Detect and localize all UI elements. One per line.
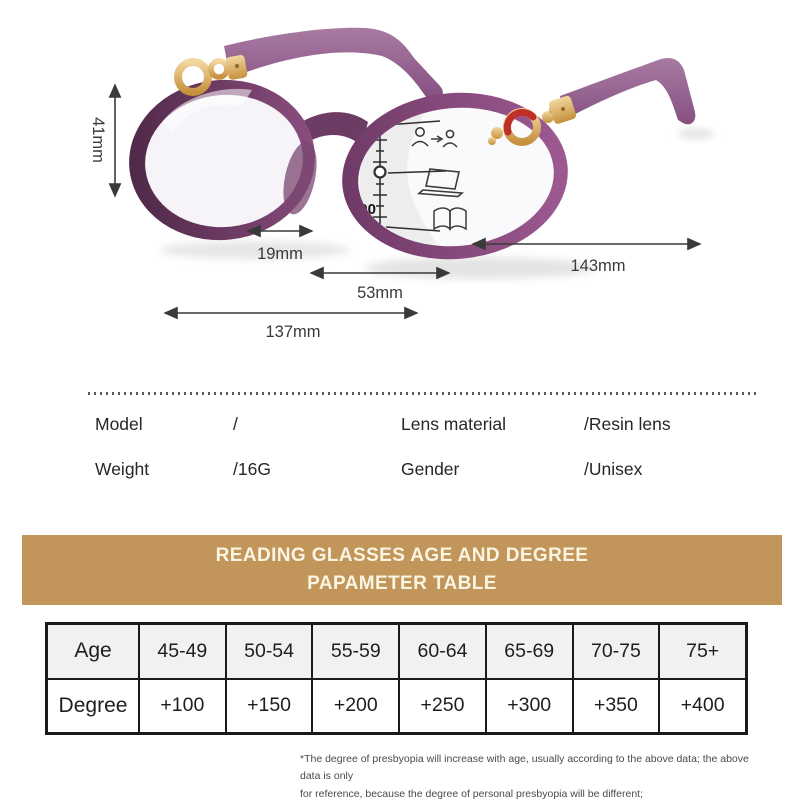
lens-width-label: 53mm [357, 284, 403, 302]
right-temple [560, 58, 696, 125]
spec-list: Model / Lens material /Resin lens Weight… [95, 414, 745, 480]
degree-cell: +350 [573, 679, 659, 732]
banner-title-line1: READING GLASSES AGE AND DEGREE [215, 544, 589, 566]
lens-height-label: 41mm [89, 117, 107, 163]
laptop-icon [417, 168, 464, 198]
degree-cell: +300 [486, 679, 572, 732]
lens-material-value: /Resin lens [584, 414, 671, 434]
red-enamel-ring [503, 109, 537, 136]
glasses-photo: 100 [89, 27, 714, 341]
weight-value: /16G [233, 459, 271, 479]
degree-cell: +150 [226, 679, 312, 732]
footnote: *The degree of presbyopia will increase … [300, 751, 770, 800]
degree-cell: +100 [140, 679, 225, 732]
age-degree-table: Age 45-49 50-54 55-59 60-64 65-69 70-75 … [45, 622, 748, 735]
dotted-divider [88, 392, 758, 395]
model-label: Model [95, 414, 143, 434]
age-cell: 50-54 [226, 625, 312, 678]
footnote-line1: *The degree of presbyopia will increase … [300, 753, 749, 783]
degree-header-cell: Degree [48, 679, 138, 732]
left-temple [224, 27, 443, 99]
book-icon [433, 207, 467, 231]
left-lens [145, 94, 303, 228]
lens-material-label: Lens material [401, 414, 507, 434]
age-cell: 60-64 [400, 625, 485, 678]
gold-ornament-left [174, 55, 248, 96]
degree-cell: +400 [660, 679, 745, 732]
section-banner: READING GLASSES AGE AND DEGREE PAPAMETER… [22, 535, 782, 605]
age-cell: 65-69 [486, 625, 572, 678]
model-value: / [233, 414, 238, 434]
gender-value: /Unisex [584, 459, 643, 479]
front-frame [129, 79, 568, 260]
weight-label: Weight [95, 459, 150, 479]
dimension-annotations: 41mm 19mm 53mm 137mm 143mm [89, 83, 702, 341]
degree-cell: +200 [313, 679, 399, 732]
age-cell: 55-59 [313, 625, 399, 678]
age-header-cell: Age [48, 625, 138, 678]
bridge-label: 19mm [257, 245, 303, 263]
age-cell: 45-49 [140, 625, 225, 678]
gender-label: Gender [401, 459, 460, 479]
lens-highlight [162, 88, 252, 132]
banner-title-line2: PAPAMETER TABLE [307, 573, 497, 594]
temple-length-label: 143mm [570, 257, 625, 275]
age-cell: 75+ [660, 625, 745, 678]
nose-pad [283, 141, 317, 215]
age-cell: 70-75 [573, 625, 659, 678]
distance-vision-icon [411, 127, 458, 148]
footnote-line2: for reference, because the degree of per… [300, 787, 644, 800]
frame-width-label: 137mm [265, 323, 320, 341]
gold-ornament-right [488, 95, 577, 146]
degree-cell: +250 [400, 679, 485, 732]
